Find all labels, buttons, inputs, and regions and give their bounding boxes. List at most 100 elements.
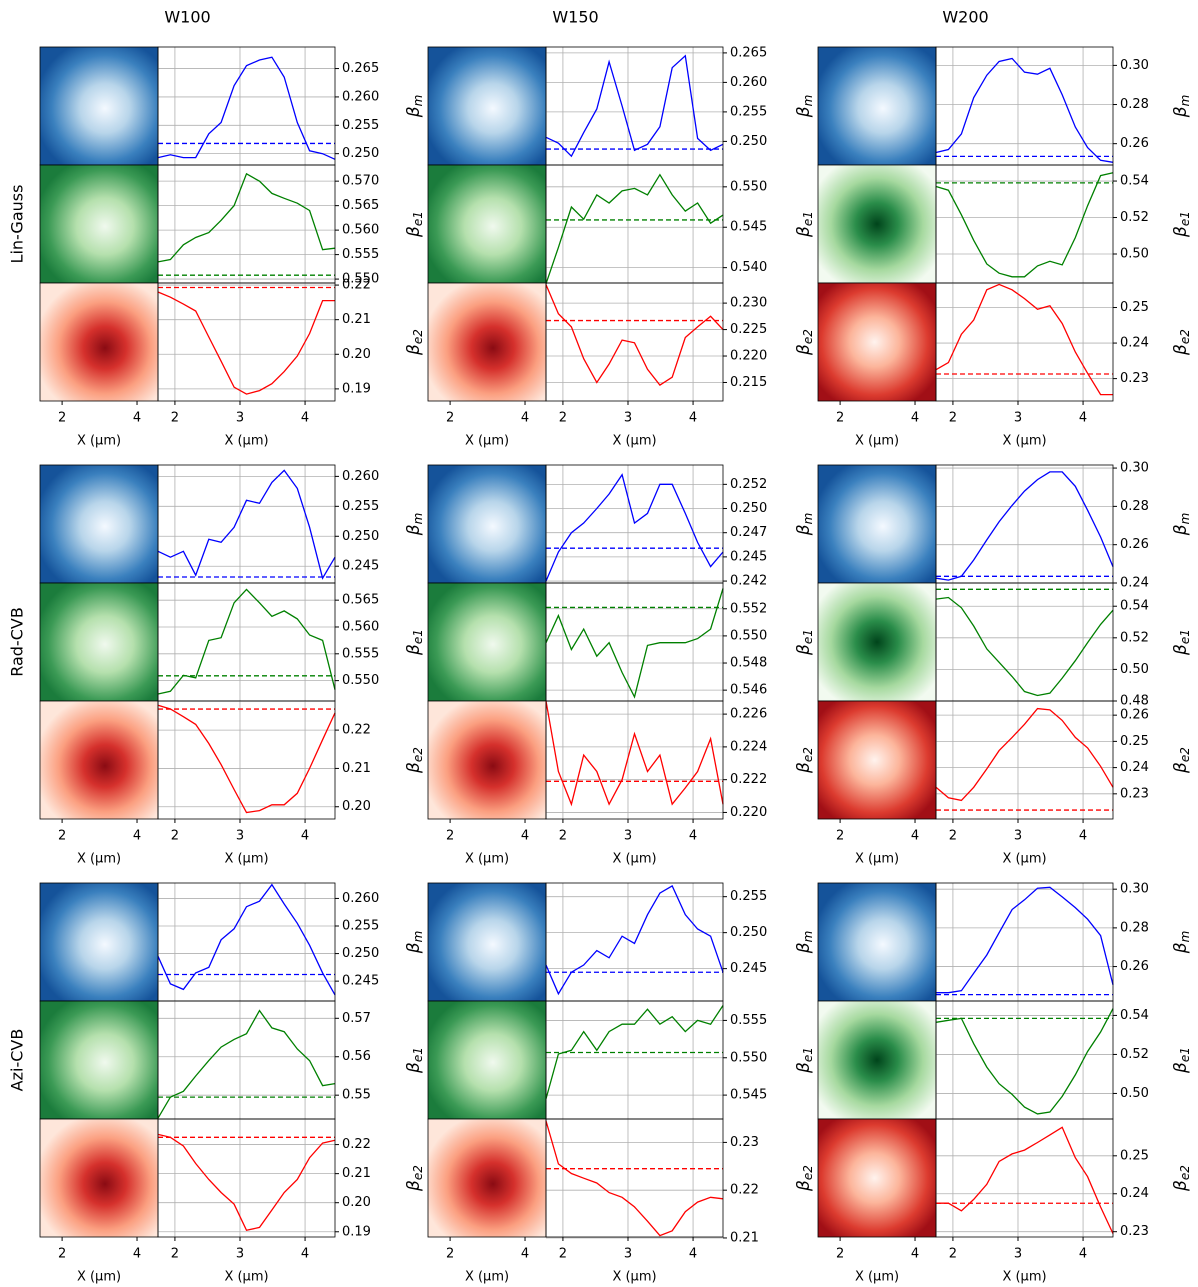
- profile-line: [935, 707, 1114, 802]
- x-tick-label: 2: [836, 411, 844, 426]
- row-label: Azi-CVB: [8, 1029, 27, 1092]
- y-axis-label: βe1: [794, 629, 815, 656]
- x-tick-label: 2: [949, 829, 957, 844]
- y-axis-label: βe1: [794, 211, 815, 238]
- y-tick-label: 0.23: [1120, 371, 1149, 386]
- y-tick-label: 0.224: [730, 739, 767, 754]
- y-label-subscript: m: [1178, 95, 1192, 107]
- plot-frame: [157, 1118, 336, 1238]
- y-tick-label: 0.250: [342, 529, 379, 544]
- x-tick-label: 4: [689, 1247, 697, 1262]
- x-axis-label: X (μm): [465, 852, 509, 867]
- x-tick-label: 4: [521, 411, 529, 426]
- column-title: W150: [552, 8, 598, 27]
- x-axis-label: X (μm): [855, 1270, 899, 1285]
- y-axis-label: βe2: [794, 747, 815, 774]
- y-tick-label: 0.50: [1120, 1086, 1149, 1101]
- y-label-subscript: e1: [411, 1047, 425, 1062]
- y-axis-label: βm: [404, 931, 425, 955]
- y-axis-label: βe1: [404, 1047, 425, 1074]
- y-label-subscript: e1: [411, 211, 425, 226]
- x-tick-label: 2: [446, 1247, 454, 1262]
- y-label-symbol: β: [404, 1062, 424, 1074]
- y-tick-label: 0.230: [730, 296, 767, 311]
- y-tick-label: 0.552: [730, 601, 767, 616]
- heatmap: [428, 165, 546, 283]
- x-axis-label: X (μm): [855, 434, 899, 449]
- y-tick-label: 0.550: [730, 628, 767, 643]
- y-tick-label: 0.30: [1120, 58, 1149, 73]
- x-tick-label: 4: [133, 411, 141, 426]
- y-axis-label: βm: [794, 931, 815, 955]
- heatmap: [40, 1001, 158, 1119]
- heatmap: [428, 583, 546, 701]
- y-label-subscript: e2: [411, 1165, 425, 1180]
- y-label-subscript: e2: [801, 1165, 815, 1180]
- profile-line: [157, 588, 336, 695]
- profile-line: [157, 172, 336, 263]
- y-tick-label: 0.550: [730, 1050, 767, 1065]
- plot-frame: [935, 464, 1114, 584]
- y-label-symbol: β: [1171, 1180, 1191, 1192]
- y-label-symbol: β: [794, 942, 814, 954]
- y-tick-label: 0.250: [342, 146, 379, 161]
- heatmap: [428, 1001, 546, 1119]
- y-axis-label: βe2: [1171, 1165, 1192, 1192]
- y-label-subscript: e1: [801, 1047, 815, 1062]
- y-tick-label: 0.565: [342, 198, 379, 213]
- profile-line: [545, 173, 724, 285]
- y-tick-label: 0.26: [1120, 708, 1149, 723]
- y-tick-label: 0.260: [342, 469, 379, 484]
- y-tick-label: 0.22: [730, 1183, 759, 1198]
- y-label-symbol: β: [404, 106, 424, 118]
- x-tick-label: 3: [1014, 411, 1022, 426]
- y-tick-label: 0.226: [730, 707, 767, 722]
- y-tick-label: 0.54: [1120, 599, 1149, 614]
- heatmap: [428, 701, 546, 819]
- heatmap: [818, 1119, 936, 1237]
- y-label-subscript: m: [411, 513, 425, 525]
- y-tick-label: 0.225: [730, 322, 767, 337]
- y-tick-label: 0.245: [342, 974, 379, 989]
- y-axis-label: βe1: [1171, 211, 1192, 238]
- x-tick-label: 4: [521, 1247, 529, 1262]
- x-axis-label: X (μm): [224, 434, 268, 449]
- heatmap: [40, 583, 158, 701]
- y-tick-label: 0.252: [730, 477, 767, 492]
- y-label-symbol: β: [794, 644, 814, 656]
- plot-frame: [157, 700, 336, 820]
- x-tick-label: 4: [133, 1247, 141, 1262]
- y-axis-label: βm: [1171, 95, 1192, 119]
- x-tick-label: 2: [559, 411, 567, 426]
- y-tick-label: 0.260: [342, 89, 379, 104]
- row-label: Lin-Gauss: [8, 185, 27, 264]
- y-label-subscript: e2: [801, 329, 815, 344]
- y-label-subscript: m: [801, 931, 815, 943]
- y-tick-label: 0.245: [730, 549, 767, 564]
- y-tick-label: 0.560: [342, 223, 379, 238]
- x-tick-label: 2: [949, 1247, 957, 1262]
- y-tick-label: 0.20: [342, 799, 371, 814]
- x-tick-label: 3: [1014, 829, 1022, 844]
- y-label-symbol: β: [794, 1062, 814, 1074]
- y-tick-label: 0.21: [342, 1166, 371, 1181]
- y-axis-label: βm: [794, 513, 815, 537]
- y-tick-label: 0.52: [1120, 630, 1149, 645]
- y-label-subscript: e1: [1178, 211, 1192, 226]
- x-tick-label: 3: [624, 829, 632, 844]
- y-tick-label: 0.555: [342, 247, 379, 262]
- heatmap: [40, 883, 158, 1001]
- y-tick-label: 0.22: [342, 723, 371, 738]
- y-tick-label: 0.30: [1120, 882, 1149, 897]
- heatmap: [40, 701, 158, 819]
- y-tick-label: 0.21: [342, 312, 371, 327]
- y-label-subscript: e1: [1178, 629, 1192, 644]
- y-tick-label: 0.52: [1120, 1047, 1149, 1062]
- plot-frame: [935, 1118, 1114, 1238]
- profile-line: [935, 1008, 1114, 1115]
- y-tick-label: 0.555: [730, 1013, 767, 1028]
- x-axis-label: X (μm): [1002, 1270, 1046, 1285]
- x-axis-label: X (μm): [224, 1270, 268, 1285]
